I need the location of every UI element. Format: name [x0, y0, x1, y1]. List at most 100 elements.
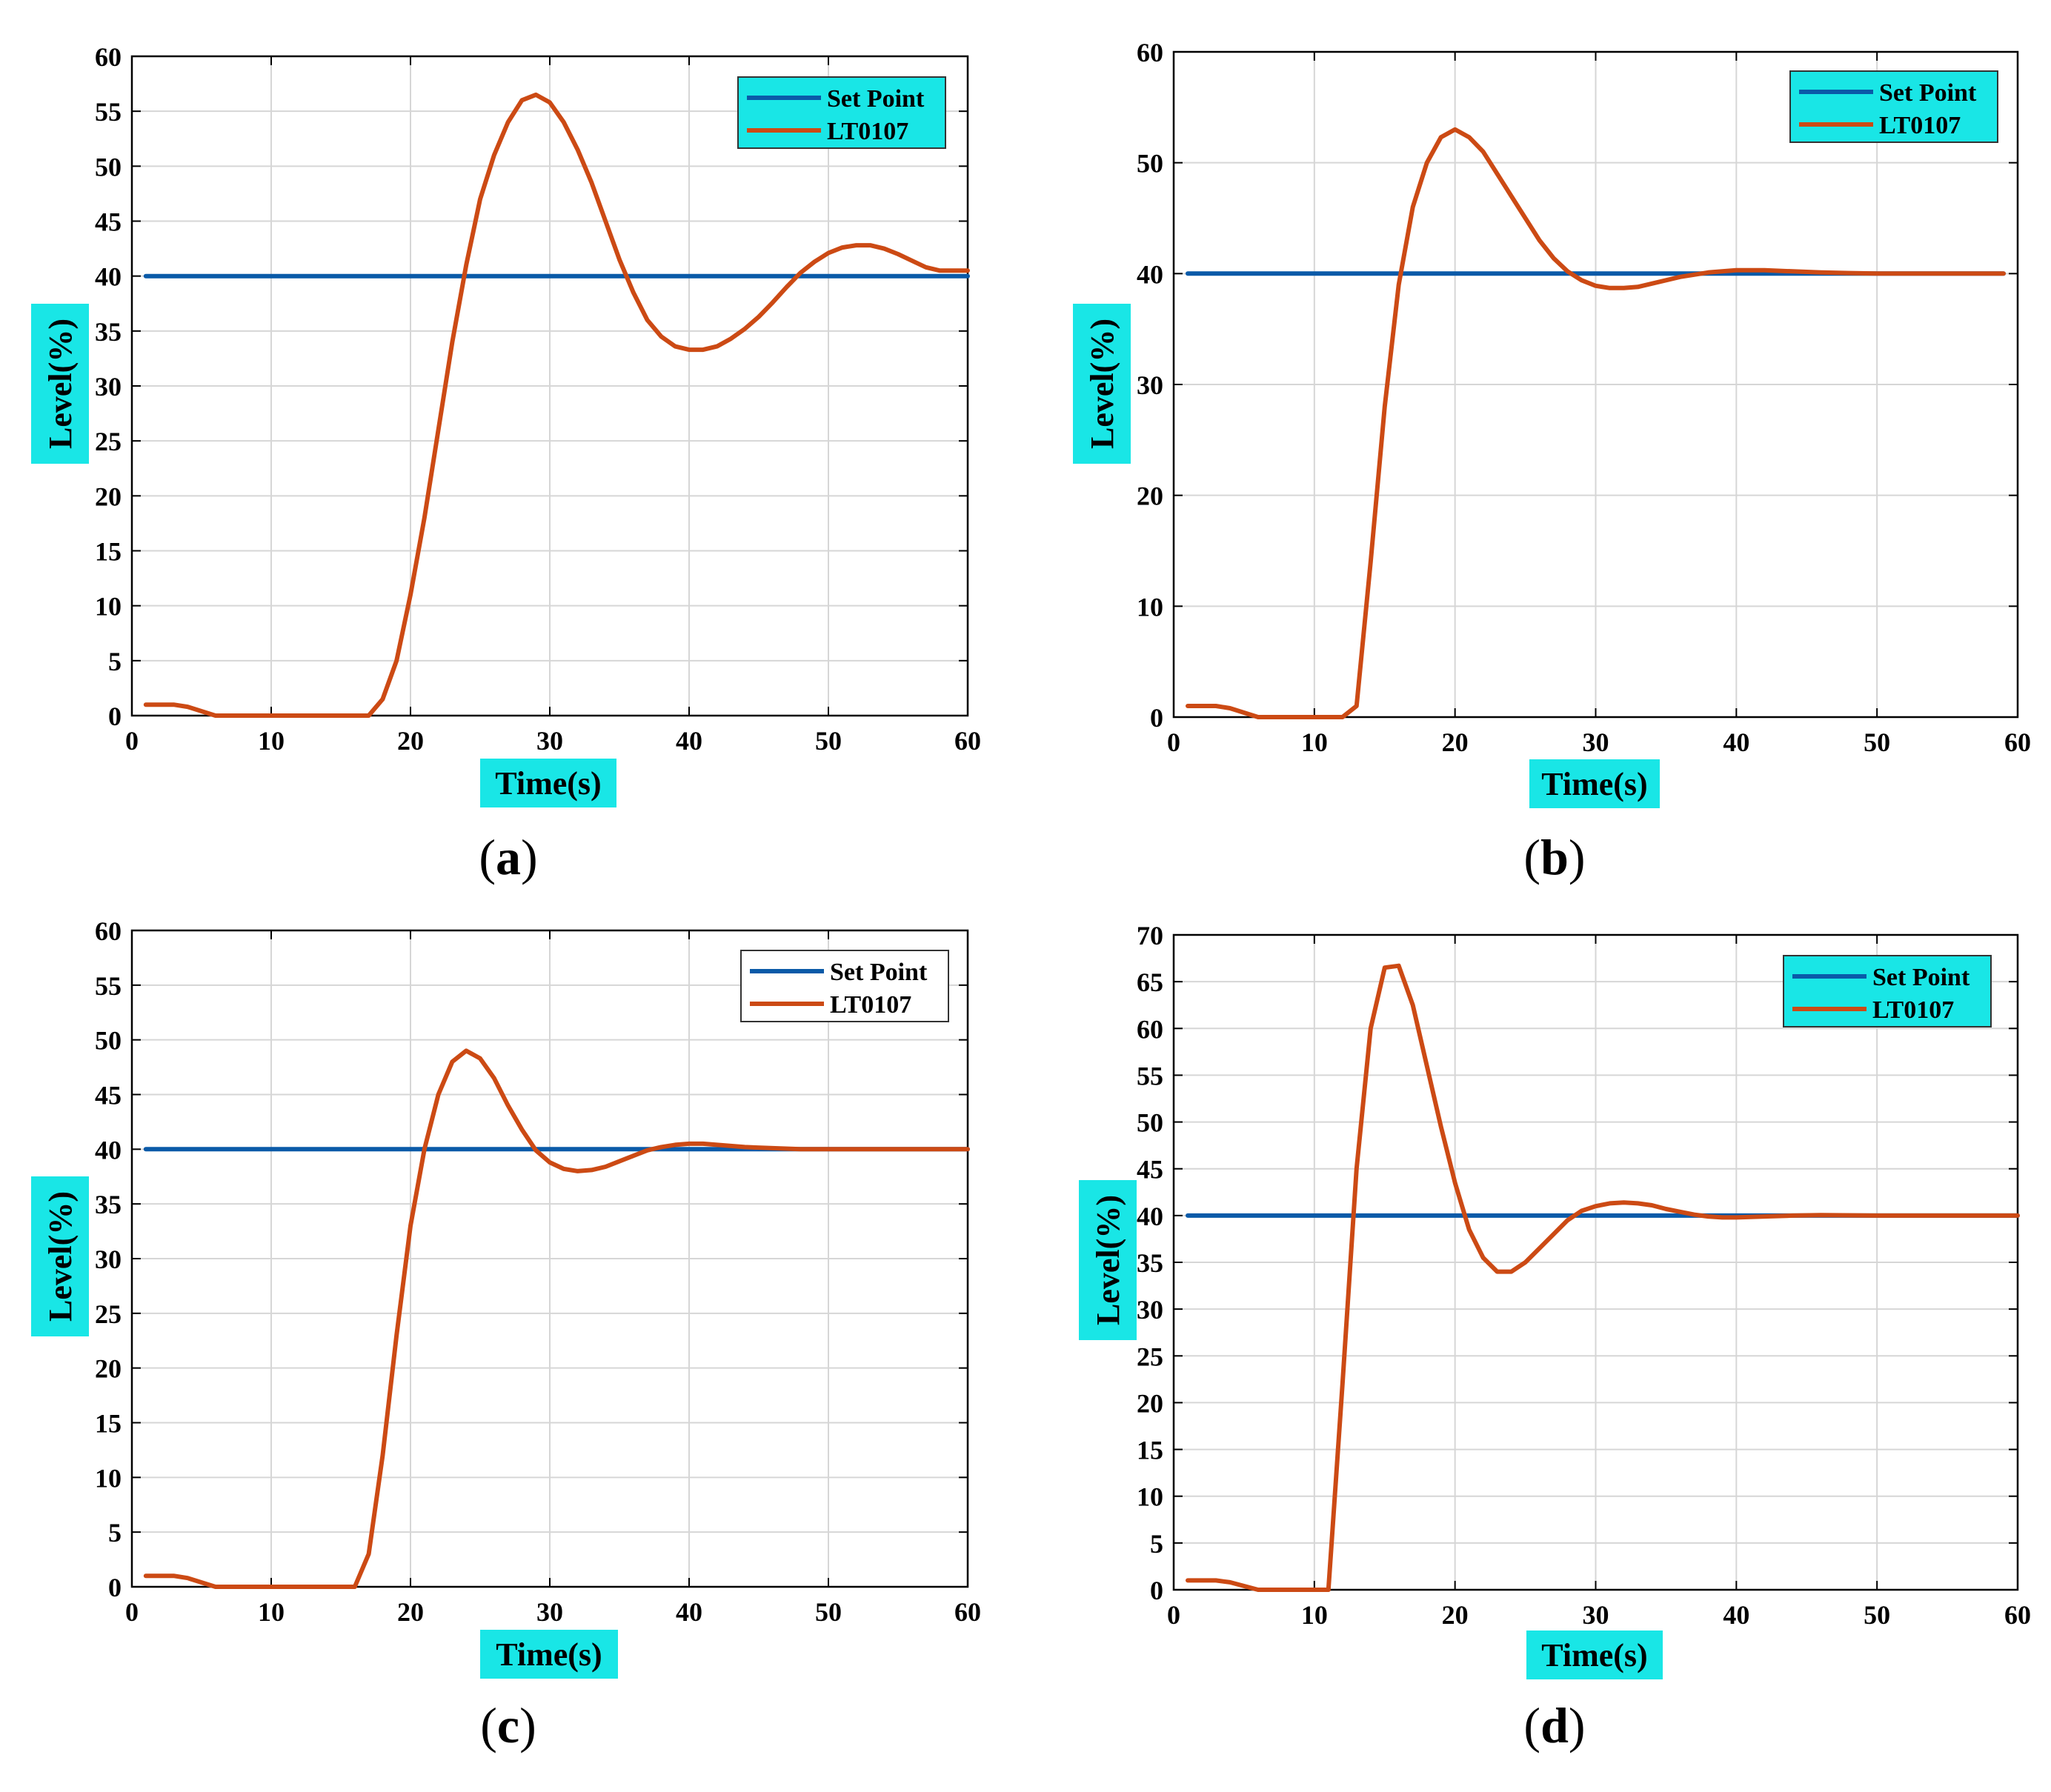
chart-panel-d: 0 10 20 30 40 50 60 0 5 10 15 20 25 30 35 40 45 50 55 60 65 7… — [1079, 921, 2031, 1753]
y-tick-label: 45 — [1137, 1155, 1163, 1185]
y-tick-label: 5 — [108, 1518, 122, 1548]
y-tick-label: 0 — [1150, 1576, 1163, 1605]
x-tick-label: 0 — [1167, 727, 1180, 757]
x-tick-label: 40 — [1723, 1600, 1749, 1630]
x-tick-label: 50 — [1864, 727, 1890, 757]
series-line-lt0107 — [143, 92, 970, 718]
chart-panel-c: 0 10 20 30 40 50 60 0 5 10 15 20 25 30 35 40 45 50 55 60 Tim… — [31, 916, 981, 1753]
y-tick-label: 60 — [95, 42, 122, 72]
y-tick-label: 30 — [95, 372, 122, 402]
x-tick-label: 30 — [1583, 1600, 1609, 1630]
caption-letter: d — [1540, 1697, 1569, 1753]
x-label-highlight — [480, 1630, 618, 1679]
x-tick-label: 40 — [1723, 727, 1749, 757]
y-tick-label: 5 — [1150, 1529, 1163, 1559]
x-tick-label: 60 — [954, 726, 981, 756]
caption-paren: ) — [1569, 1697, 1586, 1753]
x-tick-label: 30 — [536, 1597, 563, 1627]
y-axis-label: Level(%) — [42, 319, 79, 449]
y-tick-label: 25 — [1137, 1342, 1163, 1371]
y-tick-label: 50 — [1137, 149, 1163, 179]
x-tick-label: 60 — [2004, 727, 2031, 757]
y-tick-label: 30 — [95, 1245, 122, 1274]
y-tick-label: 45 — [95, 207, 122, 237]
y-tick-label: 60 — [1137, 1014, 1163, 1044]
legend-box — [1789, 70, 1998, 143]
y-tick-label: 15 — [1137, 1436, 1163, 1465]
legend-box — [737, 76, 946, 149]
y-tick-label: 40 — [1137, 259, 1163, 289]
x-tick-label: 30 — [1583, 727, 1609, 757]
x-tick-label: 50 — [815, 1597, 842, 1627]
y-tick-label: 20 — [1137, 482, 1163, 511]
caption-paren: ) — [519, 1697, 536, 1753]
y-tick-label: 20 — [95, 1354, 122, 1384]
y-tick-label: 0 — [108, 1573, 122, 1602]
legend-entry-label: Set Point — [830, 959, 928, 986]
y-label-highlight — [1079, 1180, 1137, 1340]
x-axis-label: Time(s) — [1541, 1637, 1647, 1673]
legend-entry-label: Set Point — [1879, 79, 1977, 107]
y-tick-label: 15 — [95, 1409, 122, 1439]
legend-entry-label: Set Point — [827, 85, 925, 113]
x-tick-label: 50 — [1864, 1600, 1890, 1630]
y-tick-label: 55 — [95, 971, 122, 1001]
legend-box — [740, 950, 949, 1022]
y-tick-label: 0 — [1150, 703, 1163, 733]
legend-entry-label: Set Point — [1872, 964, 1970, 991]
legend-entry-label: LT0107 — [1879, 112, 1961, 139]
y-tick-label: 20 — [1137, 1388, 1163, 1418]
x-tick-label: 10 — [258, 1597, 285, 1627]
caption-paren: ( — [1523, 1697, 1540, 1753]
y-tick-label: 10 — [95, 592, 122, 622]
caption-paren: ) — [1569, 829, 1586, 885]
y-tick-label: 25 — [95, 427, 122, 456]
y-tick-label: 70 — [1137, 921, 1163, 950]
x-label-highlight — [480, 759, 616, 807]
caption-letter: b — [1540, 829, 1569, 885]
y-tick-label: 60 — [95, 916, 122, 946]
caption-letter: a — [496, 829, 521, 885]
y-tick-label: 60 — [1137, 38, 1163, 67]
y-tick-label: 55 — [95, 97, 122, 127]
x-tick-label: 20 — [1442, 727, 1469, 757]
x-axis-label: Time(s) — [496, 1636, 602, 1673]
legend-entry-label: LT0107 — [827, 118, 908, 145]
x-tick-label: 10 — [1301, 727, 1328, 757]
y-tick-label: 0 — [108, 702, 122, 731]
x-tick-label: 60 — [954, 1597, 981, 1627]
x-tick-label: 60 — [2004, 1600, 2031, 1630]
y-tick-label: 50 — [95, 1026, 122, 1056]
legend-entry-label: LT0107 — [830, 991, 911, 1019]
x-tick-label: 30 — [536, 726, 563, 756]
x-tick-label: 0 — [125, 726, 139, 756]
series-line-lt0107 — [1186, 963, 2020, 1592]
caption-letter: c — [497, 1697, 519, 1753]
y-tick-label: 40 — [1137, 1202, 1163, 1231]
caption-paren: ( — [480, 1697, 497, 1753]
series-line-lt0107 — [1186, 127, 2006, 719]
y-tick-label: 40 — [95, 262, 122, 292]
y-tick-label: 45 — [95, 1081, 122, 1110]
legend-entry-label: LT0107 — [1872, 996, 1954, 1024]
x-tick-label: 0 — [1167, 1600, 1180, 1630]
y-tick-label: 40 — [95, 1135, 122, 1165]
caption-paren: ) — [521, 829, 538, 885]
x-tick-label: 20 — [1442, 1600, 1469, 1630]
series-line-lt0107 — [143, 1048, 970, 1589]
y-axis-label: Level(%) — [1090, 1195, 1126, 1325]
panel-caption: (d) — [1523, 1697, 1585, 1753]
y-label-highlight — [31, 1176, 89, 1336]
x-tick-label: 10 — [258, 726, 285, 756]
y-tick-label: 20 — [95, 482, 122, 511]
y-tick-label: 10 — [1137, 592, 1163, 622]
chart-panel-a: 0 10 20 30 40 50 60 0 5 10 15 20 25 30 35 40 45 50 55 60 Tim… — [31, 42, 981, 885]
y-tick-label: 65 — [1137, 967, 1163, 997]
x-axis-label: Time(s) — [1541, 766, 1647, 802]
y-axis-label: Level(%) — [42, 1191, 79, 1322]
panel-caption: (c) — [480, 1697, 536, 1753]
y-tick-label: 5 — [108, 647, 122, 676]
caption-paren: ( — [479, 829, 496, 885]
x-tick-label: 40 — [676, 1597, 702, 1627]
